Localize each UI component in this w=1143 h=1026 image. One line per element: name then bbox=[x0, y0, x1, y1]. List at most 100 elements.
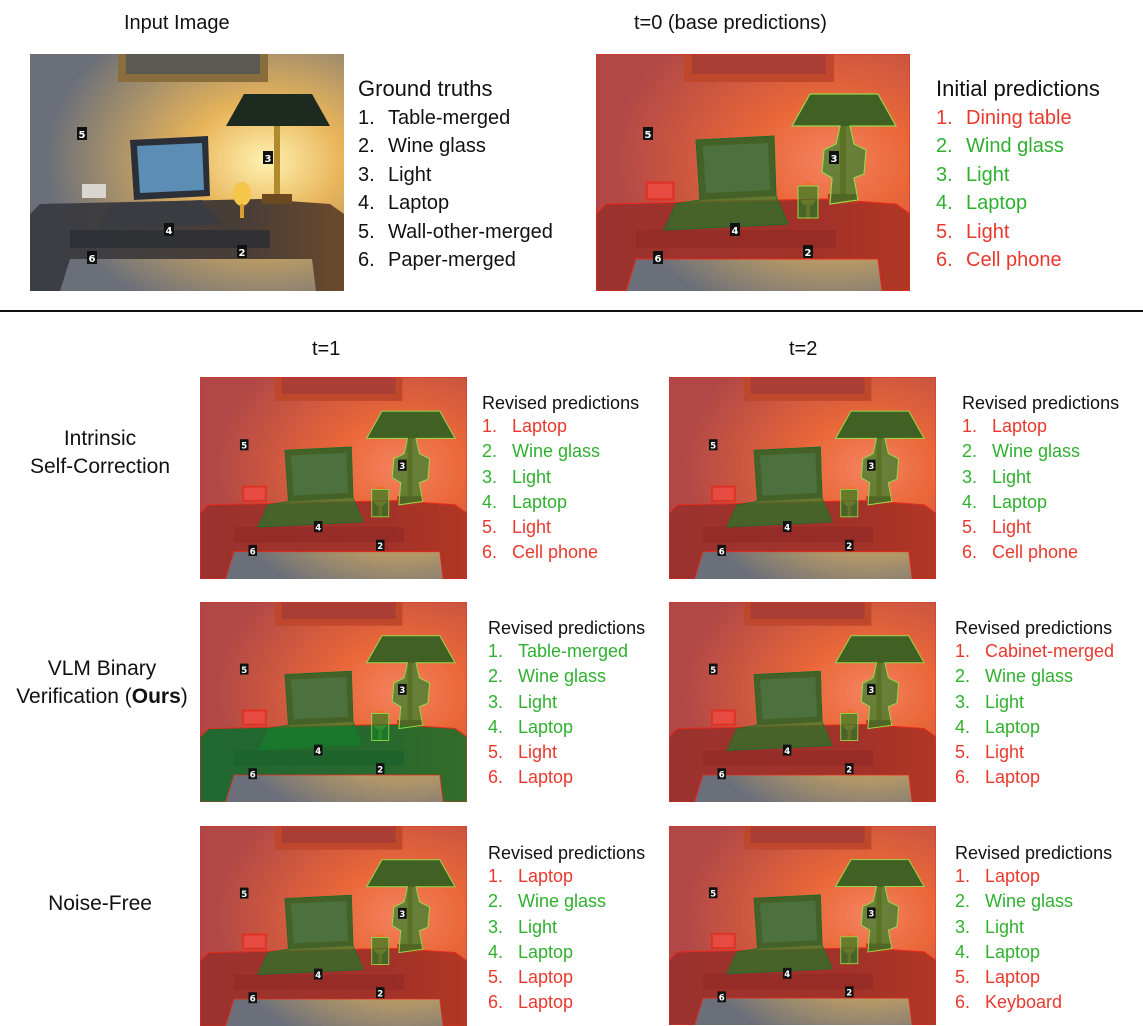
prediction-item: 5. Laptop bbox=[955, 965, 1112, 990]
header-t2: t=2 bbox=[789, 338, 818, 360]
row1-t2-list: 1. Laptop 2. Wine glass 3. Light 4. Laptop 5. Lig… bbox=[962, 414, 1119, 566]
ground-truths-title: Ground truths bbox=[358, 76, 493, 101]
svg-text:5: 5 bbox=[241, 665, 247, 675]
prediction-item: 3. Light bbox=[962, 465, 1119, 490]
row1-t2-title: Revised predictions bbox=[962, 393, 1120, 413]
prediction-label: Wine glass bbox=[992, 441, 1081, 462]
prediction-label: Wall-other-merged bbox=[388, 220, 553, 243]
region-label: 4 bbox=[313, 521, 323, 533]
region-label: 3 bbox=[867, 683, 876, 695]
prediction-number: 1. bbox=[936, 107, 953, 129]
ours-emphasis: Ours bbox=[131, 685, 181, 708]
scene-svg: 123456 bbox=[669, 377, 936, 579]
region-label: 6 bbox=[717, 768, 726, 780]
prediction-number: 1. bbox=[488, 866, 504, 886]
svg-text:3: 3 bbox=[265, 154, 272, 165]
prediction-number: 5. bbox=[955, 742, 971, 763]
prediction-number: 6. bbox=[488, 767, 504, 788]
prediction-label: Light bbox=[985, 742, 1025, 763]
prediction-label: Light bbox=[992, 517, 1032, 538]
region-label: 6 bbox=[248, 992, 257, 1004]
prediction-item: 5. Light bbox=[482, 515, 639, 540]
row1-t2-image: 123456 bbox=[669, 377, 936, 579]
initial-predictions-list: 1. Dining table 2. Wind glass 3. Light 4. Lapto… bbox=[936, 104, 1100, 274]
region-label: 2 bbox=[376, 763, 385, 774]
row2-t2-list: 1. Cabinet-merged 2. Wine glass 3. Light 4. Lap… bbox=[955, 639, 1114, 791]
svg-text:4: 4 bbox=[784, 969, 790, 979]
region-label: 2 bbox=[803, 245, 813, 259]
prediction-label: Table-merged bbox=[388, 107, 511, 129]
prediction-item: 2. Wine glass bbox=[488, 664, 645, 689]
row3-t2-list: 1. Laptop 2. Wine glass 3. Light 4. Laptop 5. Lap… bbox=[955, 864, 1112, 1016]
region-label: 2 bbox=[237, 245, 247, 259]
svg-text:5: 5 bbox=[241, 442, 247, 452]
prediction-number: 5. bbox=[955, 967, 971, 988]
prediction-label: Light bbox=[512, 466, 552, 487]
region-label: 4 bbox=[313, 744, 323, 756]
region-label: 4 bbox=[730, 223, 740, 237]
prediction-item: 3. Light bbox=[358, 161, 553, 189]
prediction-number: 2. bbox=[962, 441, 978, 462]
svg-text:6: 6 bbox=[655, 254, 662, 265]
region-label: 5 bbox=[708, 887, 718, 899]
prediction-label: Wine glass bbox=[388, 135, 486, 158]
region-label: 6 bbox=[87, 251, 97, 265]
prediction-item: 3. Light bbox=[955, 690, 1114, 715]
prediction-label: Light bbox=[518, 691, 558, 712]
svg-text:2: 2 bbox=[846, 988, 852, 998]
prediction-label: Laptop bbox=[512, 416, 568, 436]
prediction-item: 4. Laptop bbox=[482, 490, 639, 515]
prediction-label: Cell phone bbox=[512, 542, 599, 563]
svg-text:4: 4 bbox=[732, 226, 739, 237]
prediction-number: 3. bbox=[955, 691, 971, 712]
region-label: 3 bbox=[867, 459, 876, 472]
prediction-item: 2. Wine glass bbox=[488, 889, 645, 914]
prediction-item: 2. Wind glass bbox=[936, 132, 1100, 160]
prediction-number: 1. bbox=[488, 641, 504, 661]
region-label: 4 bbox=[782, 744, 792, 756]
region-label: 5 bbox=[708, 439, 718, 452]
row1-t2-panel: Revised predictions 1. Laptop 2. Wine glass… bbox=[962, 393, 1119, 566]
svg-text:6: 6 bbox=[89, 254, 96, 265]
prediction-label: Laptop bbox=[992, 416, 1048, 436]
prediction-item: 2. Wine glass bbox=[955, 889, 1112, 914]
prediction-item: 1. Dining table bbox=[936, 104, 1100, 132]
prediction-label: Laptop bbox=[985, 716, 1041, 737]
scene-svg: 123456 bbox=[669, 602, 936, 802]
prediction-number: 5. bbox=[358, 220, 375, 243]
svg-text:3: 3 bbox=[399, 462, 405, 472]
svg-text:5: 5 bbox=[241, 889, 247, 899]
prediction-label: Wind glass bbox=[966, 135, 1064, 158]
prediction-number: 3. bbox=[482, 466, 498, 487]
region-label: 5 bbox=[239, 439, 249, 452]
svg-text:2: 2 bbox=[377, 764, 383, 774]
region-label: 5 bbox=[239, 887, 249, 899]
svg-text:3: 3 bbox=[399, 909, 405, 919]
prediction-number: 1. bbox=[955, 641, 971, 661]
scene-svg: 123456 bbox=[596, 54, 910, 291]
prediction-item: 1. Laptop bbox=[962, 414, 1119, 439]
prediction-number: 5. bbox=[482, 517, 498, 538]
prediction-number: 6. bbox=[488, 992, 504, 1013]
svg-text:2: 2 bbox=[805, 248, 812, 259]
prediction-label: Laptop bbox=[985, 941, 1041, 962]
svg-text:4: 4 bbox=[315, 746, 321, 756]
region-label: 4 bbox=[164, 223, 174, 237]
prediction-item: 1. Laptop bbox=[482, 414, 639, 439]
prediction-number: 3. bbox=[962, 466, 978, 487]
prediction-item: 5. Light bbox=[488, 740, 645, 765]
row2-t1-title: Revised predictions bbox=[488, 618, 646, 638]
row3-t1-list: 1. Laptop 2. Wine glass 3. Light 4. Laptop 5. Lap… bbox=[488, 864, 645, 1016]
prediction-item: 6. Paper-merged bbox=[358, 246, 553, 274]
prediction-item: 5. Laptop bbox=[488, 965, 645, 990]
region-label: 4 bbox=[782, 967, 792, 979]
prediction-number: 6. bbox=[955, 992, 971, 1013]
row3-t2-panel: Revised predictions 1. Laptop 2. Wine glass… bbox=[955, 843, 1112, 1016]
prediction-number: 2. bbox=[936, 135, 953, 158]
prediction-item: 4. Laptop bbox=[962, 490, 1119, 515]
region-label: 5 bbox=[708, 663, 718, 675]
prediction-item: 6. Cell phone bbox=[482, 540, 639, 565]
prediction-number: 3. bbox=[955, 916, 971, 937]
svg-text:6: 6 bbox=[250, 547, 256, 557]
prediction-number: 4. bbox=[962, 491, 978, 512]
